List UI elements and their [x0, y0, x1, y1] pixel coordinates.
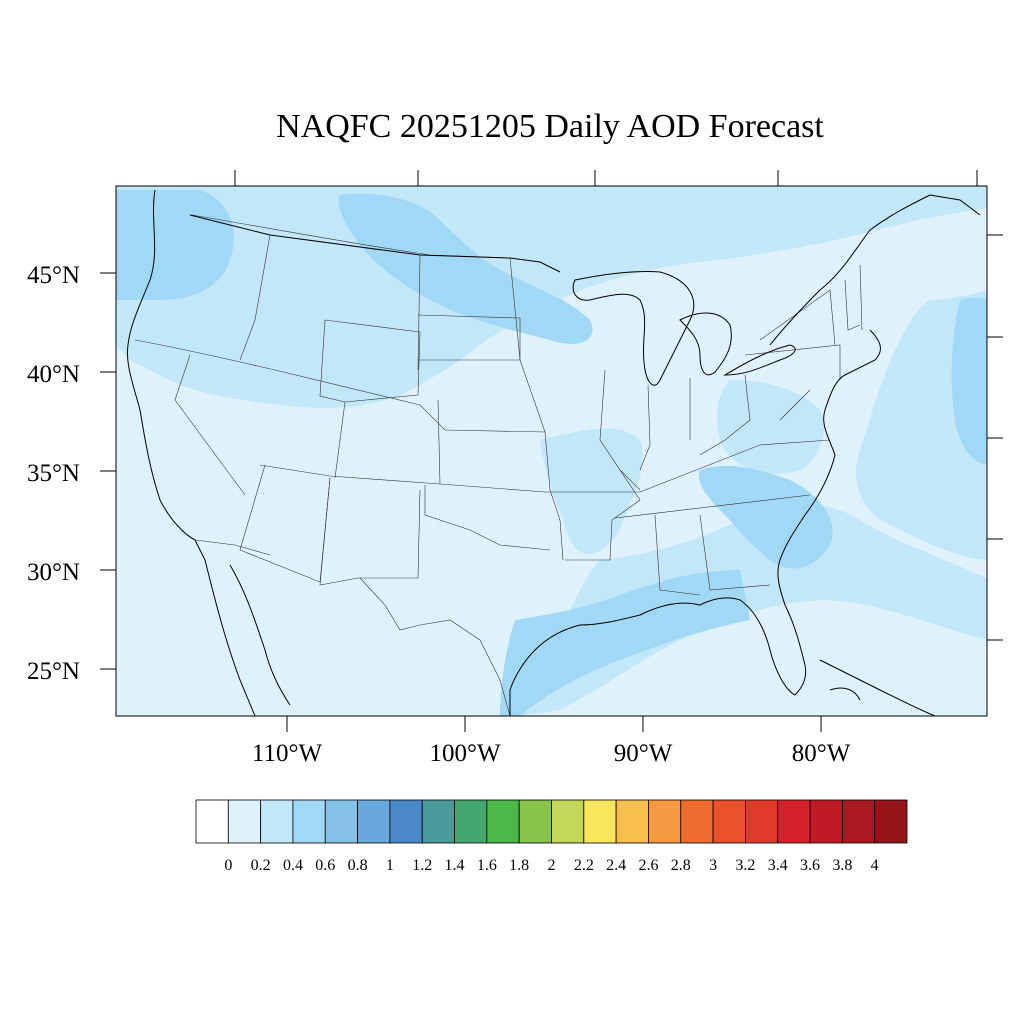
colorbar-labels: 0 0.2 0.4 0.6 0.8 1 1.2 1.4 1.6 1.8 2 2.2 2.4 2.6 2.8 3…: [224, 857, 878, 874]
colorbar-tick-label: 1.8: [509, 857, 529, 874]
lat-label-25n: 25°N: [27, 658, 80, 685]
colorbar-tick-label: 2.6: [638, 857, 658, 874]
top-ticks: [234, 170, 978, 186]
lon-label-80w: 80°W: [792, 740, 851, 767]
aod-field: [116, 186, 987, 716]
colorbar-tick-label: 3.8: [832, 857, 852, 874]
colorbar-tick-label: 1.6: [477, 857, 497, 874]
colorbar-swatch: [421, 799, 455, 844]
colorbar-swatch: [551, 799, 585, 844]
colorbar-swatch: [486, 799, 520, 844]
colorbar-swatch: [712, 799, 746, 844]
lat-label-40n: 40°N: [27, 361, 80, 388]
lon-label-90w: 90°W: [614, 740, 673, 767]
colorbar-swatch: [777, 799, 811, 844]
colorbar-tick-label: 0.8: [348, 857, 368, 874]
colorbar-tick-label: 3.4: [768, 857, 788, 874]
colorbar-swatch: [324, 799, 358, 844]
colorbar-swatch: [357, 799, 391, 844]
lat-label-45n: 45°N: [27, 262, 80, 289]
colorbar-swatch: [292, 799, 326, 844]
right-ticks: [987, 234, 1003, 641]
left-ticks: [100, 272, 116, 670]
colorbar-swatch: [745, 799, 779, 844]
colorbar-swatch: [841, 799, 876, 844]
colorbar-tick-label: 1.2: [412, 857, 432, 874]
colorbar-tick-label: 0.4: [283, 857, 303, 874]
map-title: NAQFC 20251205 Daily AOD Forecast: [276, 108, 824, 145]
colorbar-tick-label: 0: [224, 857, 232, 874]
colorbar-swatch: [454, 799, 488, 844]
colorbar: [195, 799, 908, 844]
colorbar-swatch: [195, 799, 229, 844]
coastlines: [126, 189, 981, 716]
lon-label-100w: 100°W: [429, 740, 500, 767]
state-boundaries: [134, 214, 863, 716]
map-frame: [115, 185, 988, 717]
colorbar-tick-label: 2.8: [671, 857, 691, 874]
colorbar-swatch: [874, 799, 908, 844]
colorbar-swatch: [680, 799, 714, 844]
aod-band-0.4-0.6: [116, 190, 987, 716]
colorbar-swatch: [518, 799, 552, 844]
bottom-ticks: [286, 716, 822, 732]
colorbar-swatch: [583, 799, 617, 844]
colorbar-tick-label: 1: [386, 857, 394, 874]
colorbar-tick-label: 0.2: [251, 857, 271, 874]
colorbar-tick-label: 3.2: [735, 857, 755, 874]
colorbar-tick-label: 1.4: [445, 857, 465, 874]
colorbar-swatch: [260, 799, 294, 844]
colorbar-tick-label: 4: [871, 857, 879, 874]
lon-label-110w: 110°W: [252, 740, 323, 767]
colorbar-tick-label: 3.6: [800, 857, 820, 874]
colorbar-tick-label: 2: [548, 857, 556, 874]
lat-label-35n: 35°N: [27, 460, 80, 487]
colorbar-swatch: [615, 799, 649, 844]
colorbar-swatch: [389, 799, 423, 844]
colorbar-tick-label: 2.2: [574, 857, 594, 874]
colorbar-swatch: [227, 799, 262, 844]
lat-label-30n: 30°N: [27, 559, 80, 586]
colorbar-tick-label: 3: [709, 857, 717, 874]
colorbar-swatch: [809, 799, 843, 844]
colorbar-tick-label: 2.4: [606, 857, 626, 874]
colorbar-tick-label: 0.6: [315, 857, 335, 874]
colorbar-swatch: [648, 799, 682, 844]
